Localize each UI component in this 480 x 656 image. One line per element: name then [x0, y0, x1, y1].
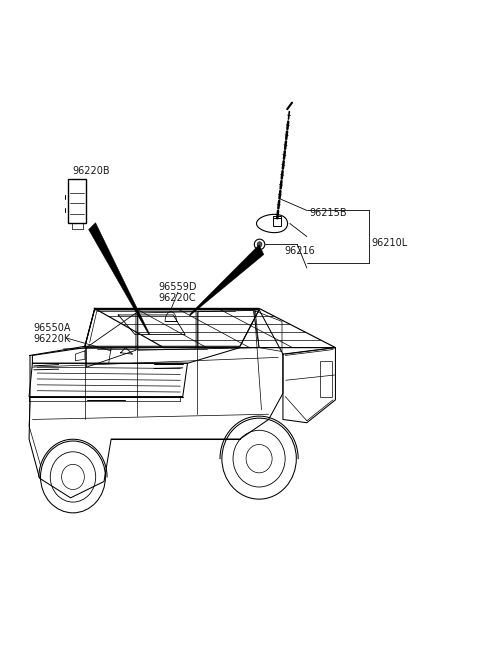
Text: 96216: 96216 [284, 246, 315, 256]
Text: 96220C: 96220C [159, 293, 196, 303]
Text: 96220K: 96220K [34, 334, 71, 344]
Text: 96550A: 96550A [34, 323, 72, 333]
Polygon shape [190, 245, 264, 316]
Text: 96215B: 96215B [309, 208, 347, 218]
Polygon shape [89, 222, 150, 335]
Bar [320, 361, 332, 397]
Ellipse shape [257, 242, 262, 247]
Bar [68, 179, 86, 224]
Text: 96210L: 96210L [371, 238, 408, 248]
Bar [274, 216, 281, 226]
Text: 96559D: 96559D [159, 282, 197, 292]
Text: 96220B: 96220B [72, 166, 109, 176]
